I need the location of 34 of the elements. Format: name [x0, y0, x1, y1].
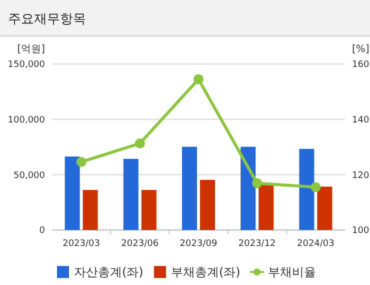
bar: [182, 146, 197, 230]
y2-axis-title: [%]: [352, 44, 370, 55]
point: [76, 156, 86, 167]
y2-tick-label: 100: [352, 226, 370, 236]
bar: [82, 190, 98, 230]
legend-label: 부채총계(좌): [171, 265, 240, 280]
legend-label: 부채비율: [268, 265, 316, 280]
y2-tick-label: 160: [352, 60, 370, 70]
point: [134, 138, 145, 148]
x-tick-label: 2023/06: [121, 239, 159, 249]
bar: [258, 184, 274, 230]
x-tick-label: 2023/03: [62, 239, 100, 249]
y-tick-label: 150,000: [8, 60, 46, 70]
chart-title: 주요재무항목: [8, 12, 86, 27]
y-tick-label: 100,000: [8, 115, 46, 126]
bar: [200, 180, 215, 230]
y-tick-label: 50,000: [14, 170, 46, 181]
x-tick-label: 2023/12: [238, 239, 276, 249]
y2-tick-label: 120: [352, 170, 370, 181]
legend-label: 자산총계(좌): [74, 265, 144, 280]
y2-tick-label: 140: [352, 115, 370, 126]
bar: [299, 148, 314, 230]
y-tick-label: 0: [39, 226, 46, 236]
x-tick-label: 2023/09: [180, 239, 218, 249]
bar: [123, 158, 138, 230]
x-tick-label: 2024/03: [297, 239, 334, 249]
bar: [317, 186, 332, 230]
point: [194, 74, 204, 84]
bar: [240, 146, 256, 230]
y-axis-title: [억원]: [17, 44, 46, 55]
point: [252, 178, 262, 188]
bar: [141, 190, 156, 230]
point: [310, 182, 321, 192]
bar: [64, 156, 80, 230]
